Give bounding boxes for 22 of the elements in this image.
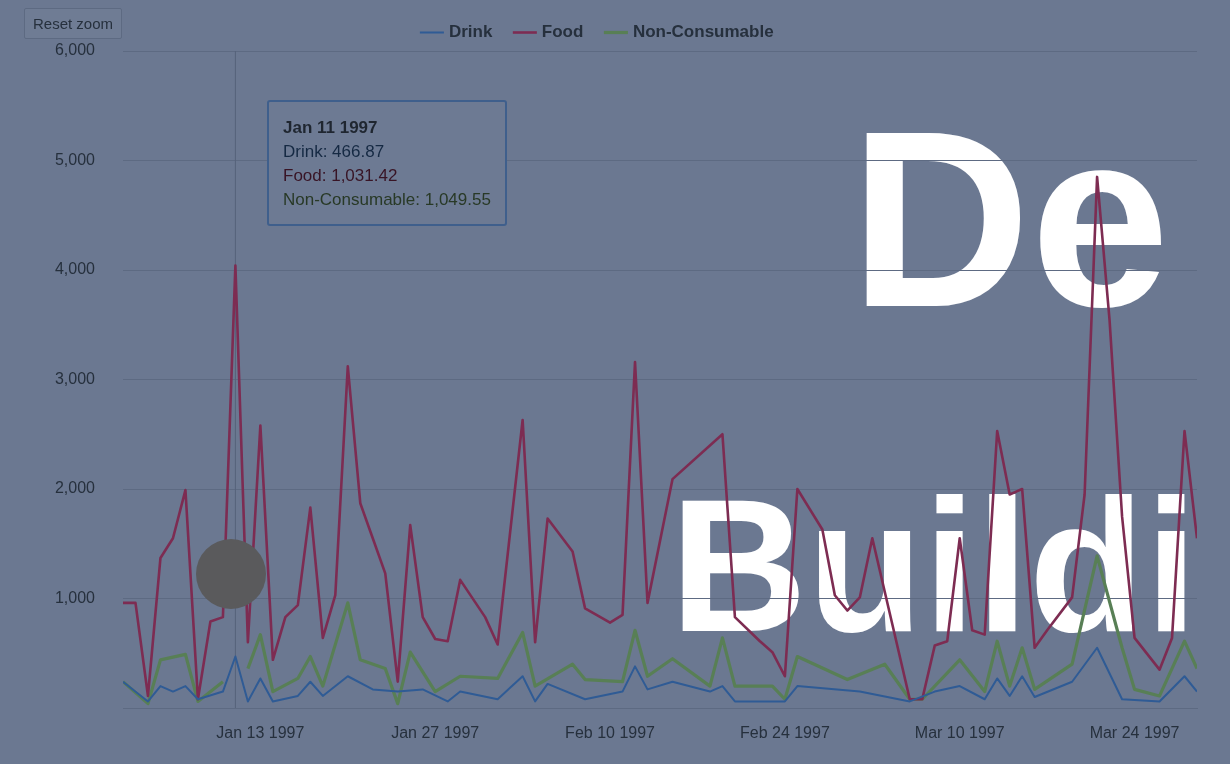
y-tick-label: 6,000 [54,41,96,59]
x-tick-label: Jan 27 1997 [391,724,480,742]
annotation: Buildi [670,459,1198,671]
legend-label: Drink [448,22,493,42]
legend-label: Food [541,22,584,42]
x-tick-label: Jan 13 1997 [216,724,305,742]
annotation: De [850,80,1170,359]
y-tick-label: 4,000 [54,260,96,278]
x-tick-label: Feb 24 1997 [739,724,830,742]
y-tick-label: 2,000 [54,479,96,497]
y-tick-label: 1,000 [54,588,96,606]
x-tick-label: Mar 10 1997 [914,724,1005,742]
annotation: Food: 1,031.42 [283,165,399,187]
annotation: Jan 11 1997 [283,117,379,139]
y-tick-label: 5,000 [54,150,96,168]
y-tick-label: 3,000 [54,369,96,387]
x-tick-label: Mar 24 1997 [1089,724,1180,742]
x-tick-label: Feb 10 1997 [565,724,656,742]
legend-label: Non-Consumable [632,22,774,42]
annotation: Drink: 466.87 [283,141,386,163]
annotation: Non-Consumable: 1,049.55 [283,189,491,211]
text: Reset zoom [24,8,123,39]
